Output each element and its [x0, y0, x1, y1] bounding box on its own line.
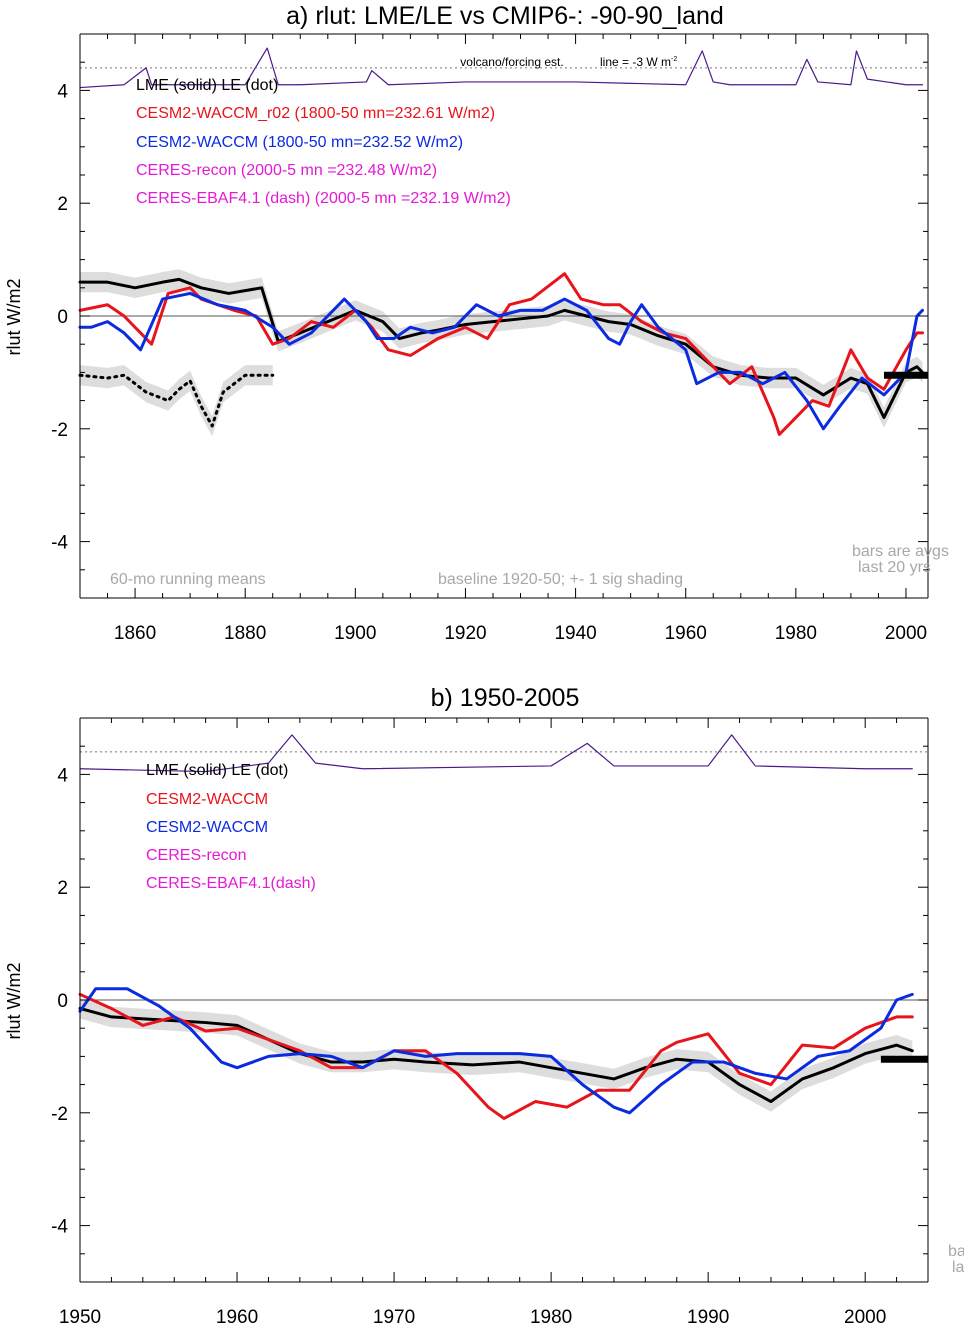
panel-b-title: b) 1950-2005 [431, 684, 580, 712]
y-tick-label: 0 [57, 991, 68, 1012]
x-tick-label: 1990 [687, 1307, 729, 1325]
y-tick-label: -4 [51, 1217, 68, 1238]
volcano-label: volcano/forcing est. [460, 55, 563, 69]
note-b-bars-2: la [952, 1259, 964, 1276]
x-tick-label: 1950 [59, 1307, 101, 1325]
y-tick-label: 2 [57, 878, 68, 899]
series-waccm-r02-line [78, 992, 914, 1120]
y-tick-label: -2 [51, 1104, 68, 1125]
legend-a-lme: LME (solid) LE (dot) [136, 77, 278, 94]
y-tick-label: 2 [57, 194, 68, 215]
panel-a-ylabel: rlut W/m2 [4, 278, 24, 355]
line-label: line = -3 W m-2 [600, 55, 677, 69]
y-tick-label: 0 [57, 307, 68, 328]
x-tick-label: 1920 [444, 623, 486, 644]
uncertainty-shading [80, 365, 273, 437]
x-tick-label: 1980 [530, 1307, 572, 1325]
note-baseline: baseline 1920-50; +- 1 sig shading [438, 571, 683, 588]
note-bars-2: last 20 yrs [858, 559, 931, 576]
series-volcano-line [79, 47, 924, 89]
legend-b-waccm: CESM2-WACCM [146, 819, 268, 836]
x-tick-label: 2000 [885, 623, 927, 644]
series-volcano-line [79, 734, 913, 773]
legend-b-ceres-ebaf: CERES-EBAF4.1(dash) [146, 875, 316, 892]
legend-a-ceres-ebaf: CERES-EBAF4.1 (dash) (2000-5 mn =232.19 … [136, 190, 511, 207]
x-tick-label: 1960 [216, 1307, 258, 1325]
y-tick-label: 4 [57, 81, 68, 102]
series-waccm-line [78, 987, 914, 1115]
x-tick-label: 1970 [373, 1307, 415, 1325]
panel-b: b) 1950-2005 rlut W/m2 4 2 0 -2 -4 1950 1960 19… [4, 684, 964, 1325]
x-tick-label: 1900 [334, 623, 376, 644]
note-running-means: 60-mo running means [110, 571, 266, 588]
series-le-dotted-line [78, 373, 275, 428]
note-b-bars-1: ba [948, 1243, 964, 1260]
legend-a-waccm: CESM2-WACCM (1800-50 mn=232.52 W/m2) [136, 134, 463, 151]
legend-b-lme: LME (solid) LE (dot) [146, 762, 288, 779]
series-lme-line [78, 277, 924, 420]
legend-a-ceres-recon: CERES-recon (2000-5 mn =232.48 W/m2) [136, 162, 437, 179]
panel-a-title: a) rlut: LME/LE vs CMIP6-: -90-90_land [286, 2, 724, 30]
series-waccm-line [78, 291, 924, 431]
x-tick-label: 1980 [775, 623, 817, 644]
panel-a: a) rlut: LME/LE vs CMIP6-: -90-90_land r… [4, 2, 949, 644]
y-tick-label: 4 [57, 765, 68, 786]
series-lme-line [78, 1006, 914, 1104]
legend-b-waccm-r02: CESM2-WACCM [146, 791, 268, 808]
note-bars-1: bars are avgs [852, 543, 949, 560]
x-tick-label: 1860 [114, 623, 156, 644]
x-tick-label: 1880 [224, 623, 266, 644]
x-tick-label: 2000 [844, 1307, 886, 1325]
y-tick-label: -4 [51, 533, 68, 554]
x-tick-label: 1940 [554, 623, 596, 644]
legend-a-waccm-r02: CESM2-WACCM_r02 (1800-50 mn=232.61 W/m2) [136, 105, 495, 122]
x-tick-label: 1960 [665, 623, 707, 644]
uncertainty-shading [80, 269, 923, 428]
panel-b-ylabel: rlut W/m2 [4, 962, 24, 1039]
legend-b-ceres-recon: CERES-recon [146, 847, 246, 864]
y-tick-label: -2 [51, 420, 68, 441]
